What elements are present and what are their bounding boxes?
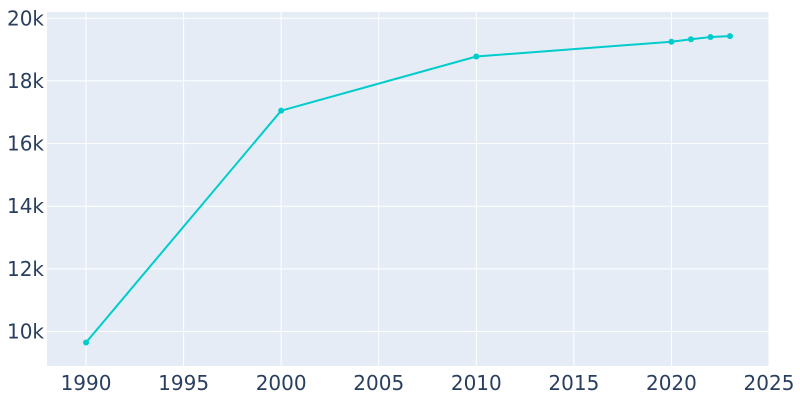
data-point (726, 33, 733, 40)
x-tick-label: 2015 (548, 371, 599, 395)
y-tick-label: 12k (7, 257, 44, 281)
x-axis-ticks: 1990 1995 2000 2005 2010 2015 2020 2025 (61, 371, 795, 395)
x-tick-label: 1990 (61, 371, 112, 395)
x-tick-label: 2010 (451, 371, 502, 395)
y-axis-ticks: 10k 12k 14k 16k 18k 20k (7, 6, 44, 343)
x-tick-label: 2020 (646, 371, 697, 395)
data-point (687, 36, 694, 43)
plot-background (47, 12, 769, 366)
x-tick-label: 1995 (158, 371, 209, 395)
data-point (278, 107, 285, 114)
y-tick-label: 16k (7, 132, 44, 156)
data-point (83, 339, 90, 346)
y-tick-label: 20k (7, 6, 44, 30)
data-point (473, 53, 480, 60)
data-point (668, 38, 675, 45)
x-tick-label: 2005 (353, 371, 404, 395)
data-point (707, 34, 714, 41)
x-tick-label: 2000 (256, 371, 307, 395)
y-tick-label: 14k (7, 194, 44, 218)
y-tick-label: 18k (7, 69, 44, 93)
data-points (83, 33, 733, 346)
x-tick-label: 2025 (744, 371, 795, 395)
y-tick-label: 10k (7, 320, 44, 344)
grid-lines (47, 12, 770, 366)
